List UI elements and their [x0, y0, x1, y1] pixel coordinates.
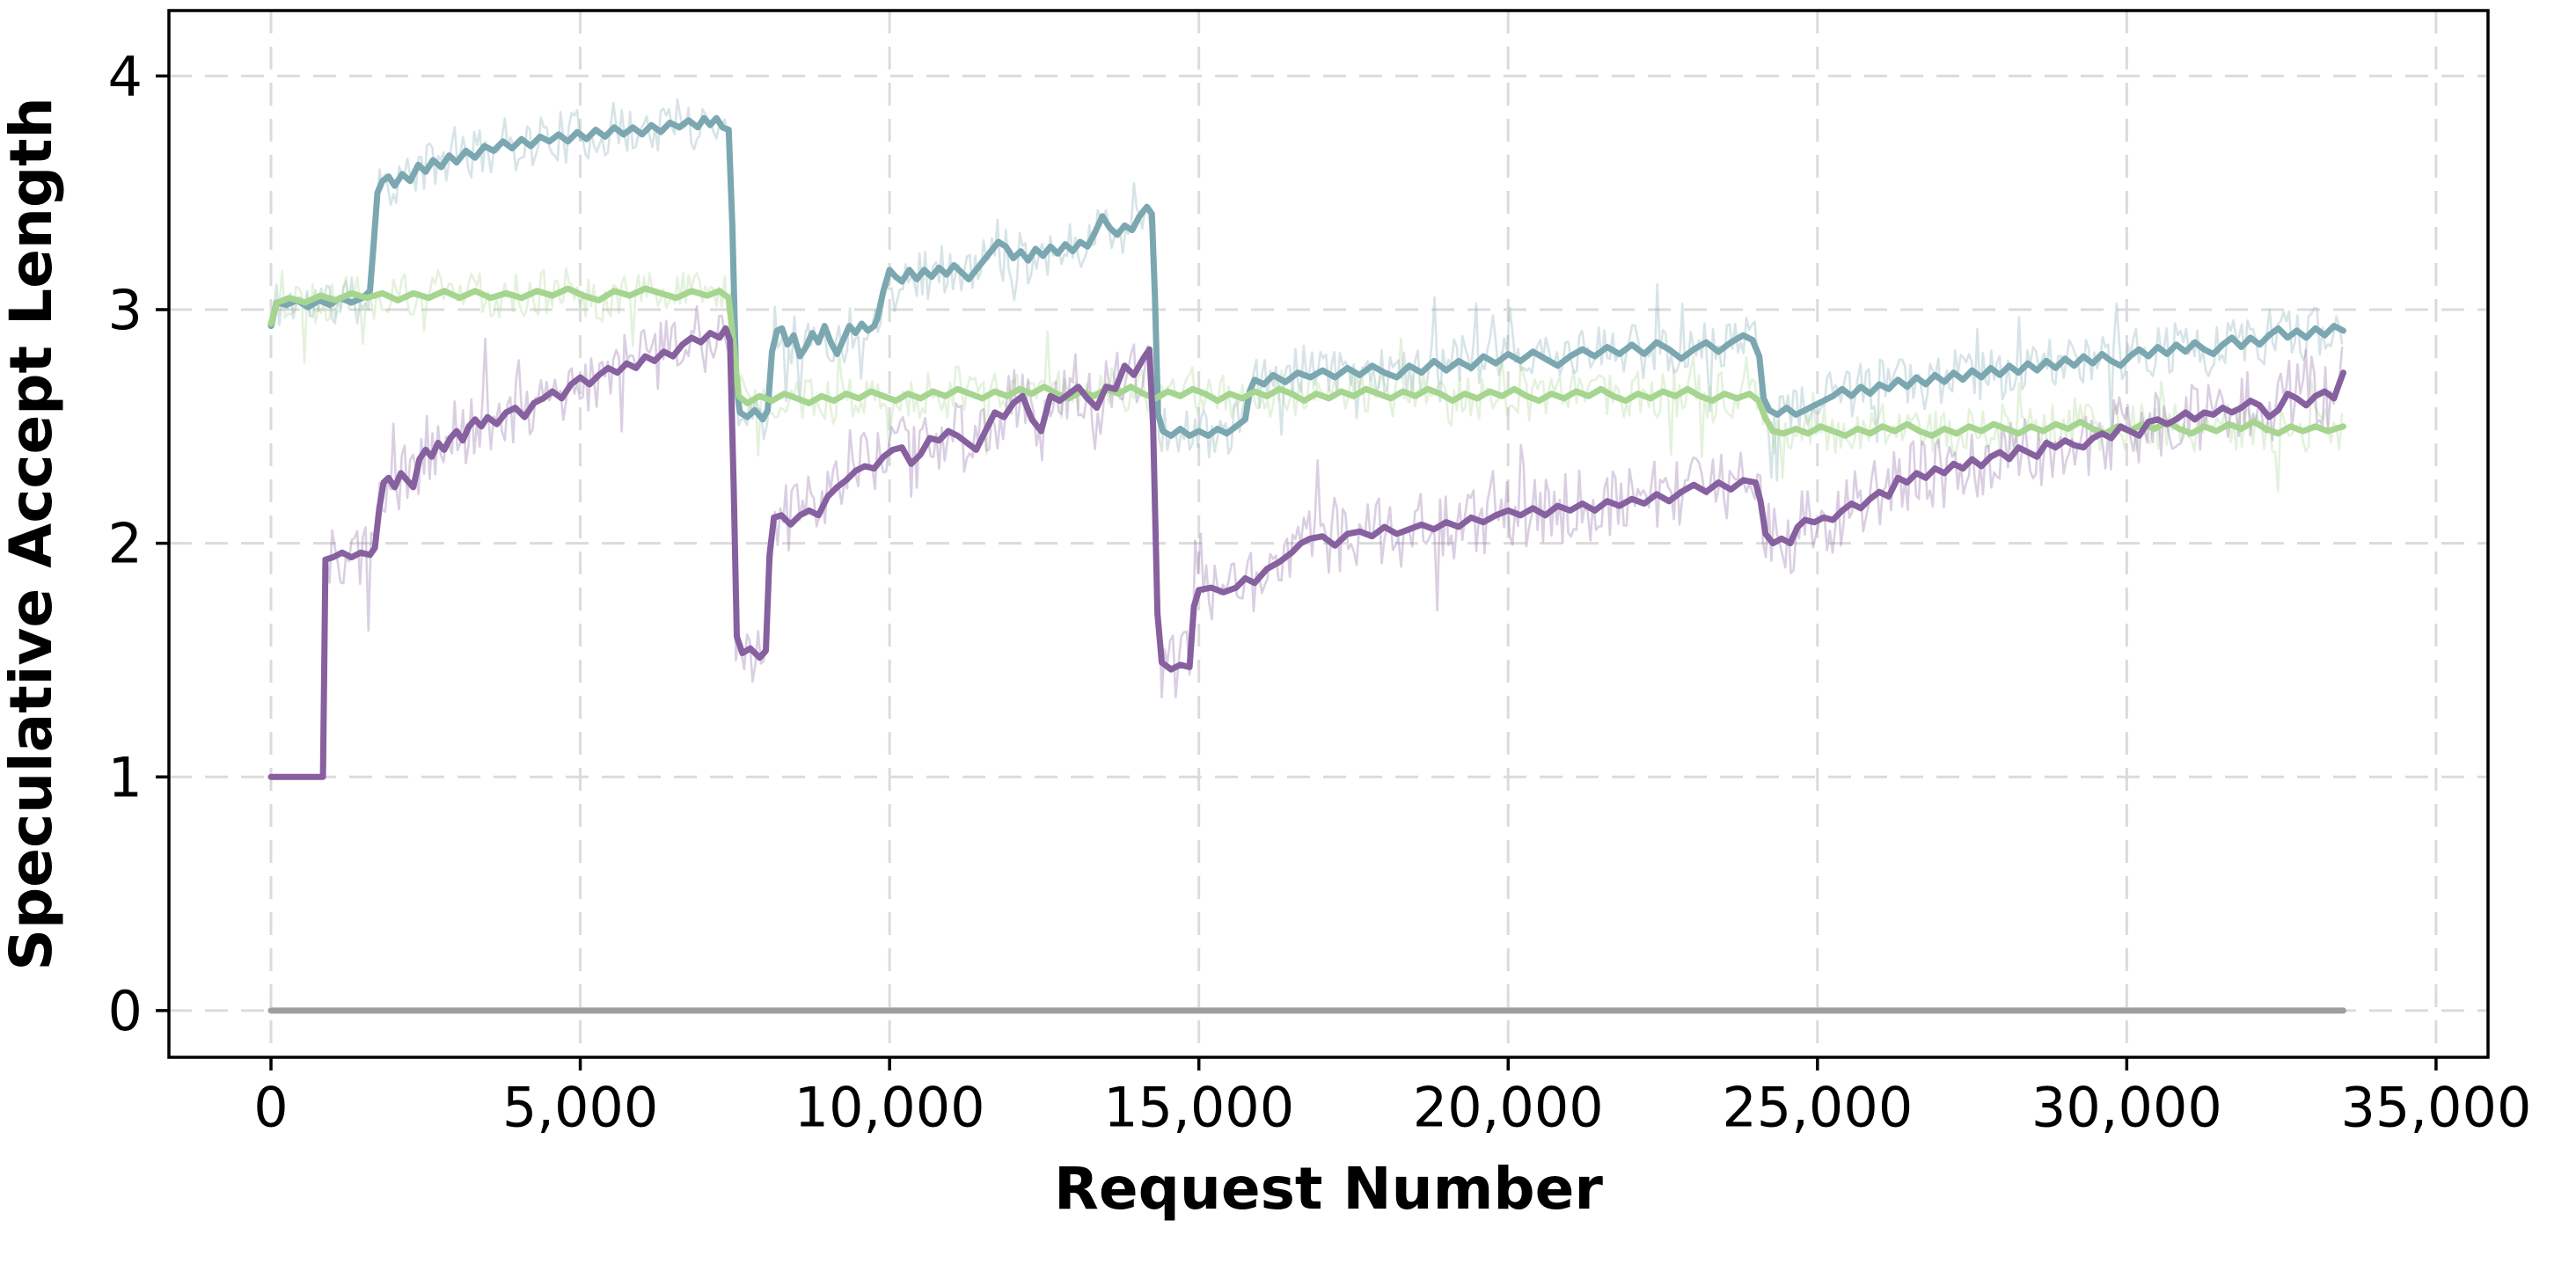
y-tick-label: 1 — [108, 745, 143, 809]
x-tick-label: 20,000 — [1413, 1075, 1604, 1139]
x-tick-label: 15,000 — [1103, 1075, 1294, 1139]
series-teal-line — [267, 114, 2346, 439]
y-tick-label: 0 — [108, 979, 143, 1043]
y-axis-label: Speculative Accept Length — [0, 97, 65, 970]
series-purple-line — [267, 325, 2346, 780]
y-tick-label: 2 — [108, 512, 143, 576]
series-green-line — [267, 285, 2346, 439]
x-tick-label: 0 — [253, 1075, 288, 1139]
x-tick-label: 10,000 — [794, 1075, 985, 1139]
y-tick-label: 3 — [108, 278, 143, 342]
y-tick-label: 4 — [108, 44, 143, 108]
series-purple-raw-trace — [269, 304, 2344, 780]
x-tick-label: 5,000 — [502, 1075, 659, 1139]
x-tick-label: 25,000 — [1722, 1075, 1913, 1139]
y-axis: 0 1 2 3 4 — [108, 44, 169, 1043]
x-axis: 0 5,000 10,000 15,000 20,000 25,000 30,000 35,0… — [253, 1057, 2531, 1139]
x-tick-label: 35,000 — [2340, 1075, 2531, 1139]
x-tick-label: 30,000 — [2031, 1075, 2222, 1139]
x-axis-label: Request Number — [1054, 1155, 1603, 1223]
plot-border — [167, 9, 2490, 1059]
